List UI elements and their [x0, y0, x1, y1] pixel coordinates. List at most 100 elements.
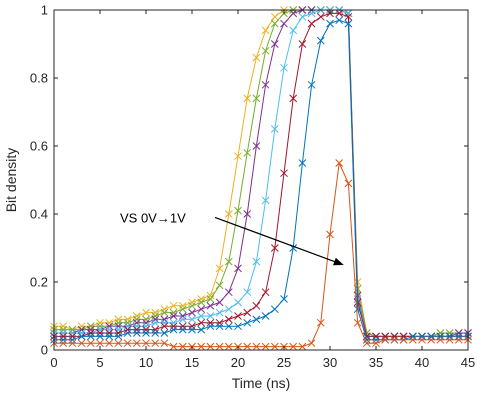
data-point [298, 159, 307, 167]
data-point [59, 335, 68, 344]
data-point [234, 298, 242, 307]
x-tick-label: 10 [139, 355, 153, 370]
y-tick-label: 0.4 [30, 207, 48, 222]
data-point [270, 40, 279, 48]
data-point [142, 329, 150, 337]
data-point [151, 339, 160, 348]
data-point [197, 342, 206, 351]
data-point [197, 312, 206, 320]
x-tick-label: 0 [50, 355, 57, 370]
series-line [54, 161, 468, 348]
x-axis-label: Time (ns) [232, 375, 291, 391]
data-point [132, 325, 141, 334]
x-tick-label: 35 [369, 355, 383, 370]
data-point [381, 335, 390, 344]
data-point [178, 312, 187, 320]
data-point [105, 339, 114, 348]
data-point [206, 301, 215, 310]
plot-area-frame [53, 9, 469, 351]
data-point [326, 19, 334, 28]
data-point [298, 40, 307, 48]
data-point [344, 179, 353, 188]
data-point [280, 295, 288, 303]
data-point [114, 339, 123, 348]
data-point [188, 301, 196, 310]
x-tick-label: 15 [185, 355, 199, 370]
data-point [372, 332, 380, 341]
data-point [160, 308, 169, 317]
data-point [96, 329, 104, 337]
data-point [105, 322, 114, 331]
data-point [335, 159, 344, 167]
x-axis: 0 5 10 15 20 25 30 35 40 45 [50, 10, 475, 370]
data-point [353, 305, 362, 314]
data-point [270, 19, 279, 28]
data-point [59, 329, 68, 337]
data-point [132, 312, 141, 320]
data-point [68, 339, 77, 348]
data-point [86, 339, 95, 348]
data-point [142, 339, 150, 348]
data-point [206, 295, 215, 303]
data-point [252, 94, 261, 103]
data-point [243, 288, 252, 297]
data-point [307, 9, 316, 18]
data-point [418, 335, 426, 344]
data-point [243, 318, 252, 327]
data-point [188, 315, 196, 324]
data-point [353, 318, 362, 327]
data-point [59, 325, 68, 334]
data-point [252, 142, 261, 150]
data-point [261, 26, 270, 35]
data-point [436, 332, 445, 341]
data-point [224, 305, 233, 314]
data-point [390, 332, 399, 341]
data-point [215, 318, 224, 327]
data-point [252, 315, 261, 324]
data-point [427, 335, 436, 344]
data-point [215, 281, 224, 290]
data-point [206, 342, 215, 351]
data-point [289, 26, 298, 35]
data-point [77, 339, 86, 348]
data-point [132, 329, 141, 337]
annotation-arrow [214, 216, 335, 263]
data-point [243, 210, 252, 218]
data-point [399, 335, 408, 344]
data-point [151, 329, 160, 337]
data-point [408, 335, 417, 344]
data-point [206, 312, 215, 320]
data-point [307, 19, 316, 28]
data-point [261, 80, 270, 89]
data-point [372, 339, 380, 348]
data-point [270, 125, 279, 133]
data-point [206, 322, 215, 331]
data-point [270, 244, 279, 252]
data-point [454, 332, 463, 341]
data-point [169, 301, 178, 310]
data-point [436, 329, 445, 337]
y-tick-label: 0.2 [30, 275, 48, 290]
data-point [224, 342, 233, 351]
data-point [215, 322, 224, 331]
data-point [206, 291, 215, 300]
data-point [151, 312, 160, 320]
data-point [178, 305, 187, 314]
data-point [252, 342, 261, 351]
data-point [169, 322, 178, 331]
data-point [436, 335, 445, 344]
data-point [335, 9, 344, 18]
data-point [123, 339, 132, 348]
data-point [96, 339, 104, 348]
data-point [86, 329, 95, 337]
x-tick-label: 45 [461, 355, 475, 370]
data-point [307, 339, 316, 348]
data-point [234, 312, 242, 320]
data-point [151, 315, 160, 324]
data-point [224, 322, 233, 331]
data-point [178, 325, 187, 334]
data-point [316, 318, 325, 327]
data-point [261, 46, 270, 55]
data-point [427, 332, 436, 341]
data-point [178, 322, 187, 331]
